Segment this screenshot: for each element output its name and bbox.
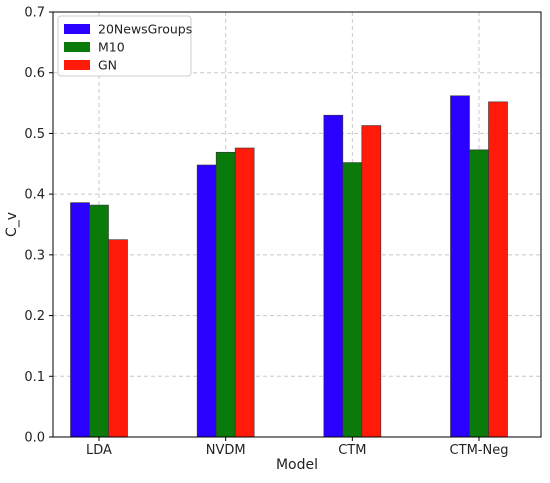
legend-items: 20NewsGroups M10 GN: [64, 22, 192, 73]
legend-swatch-gn: [64, 60, 90, 70]
y-tick-label: 0.3: [24, 248, 45, 263]
y-tick-label: 0.0: [24, 431, 45, 446]
bar-gn-nvdm: [234, 147, 255, 438]
x-tick-label: NVDM: [206, 443, 246, 458]
bar-m10-ctm: [342, 162, 363, 438]
bar-20newsgroups-ctm: [323, 114, 344, 438]
ticks-layer: 0.0 0.1 0.2 0.3 0.4 0.5 0.6 0.7 LDA NVDM CTM CTM-Ne…: [24, 6, 508, 459]
legend-box: [57, 15, 192, 77]
x-tick-label: LDA: [86, 443, 112, 458]
bar-20newsgroups-nvdm: [196, 164, 217, 438]
bar-gn-ctm: [361, 125, 382, 438]
x-tick-label: CTM-Neg: [450, 443, 509, 458]
bar-m10-lda: [89, 204, 109, 438]
y-tick-label: 0.5: [24, 127, 45, 142]
bar-20newsgroups-lda: [70, 202, 90, 438]
bar-m10-ctm-neg: [469, 149, 489, 438]
plot-frame: [52, 11, 542, 438]
bar-gn-ctm-neg: [488, 101, 508, 438]
legend-label: M10: [98, 40, 125, 55]
legend-swatch-20newsgroups: [64, 24, 90, 34]
y-axis-label: C_v: [4, 212, 20, 237]
bar-gn-lda: [108, 239, 128, 438]
y-tick-label: 0.1: [24, 370, 45, 385]
legend-swatch-m10: [64, 42, 90, 52]
bar-m10-nvdm: [215, 151, 236, 438]
y-tick-label: 0.2: [24, 309, 45, 324]
legend: 20NewsGroups M10 GN: [57, 15, 192, 77]
x-axis-label: Model: [276, 457, 318, 473]
x-tick-label: CTM: [338, 443, 366, 458]
bars-layer: [70, 95, 508, 438]
axes-layer: [52, 11, 542, 438]
legend-label: 20NewsGroups: [98, 22, 192, 37]
bar-20newsgroups-ctm-neg: [450, 95, 470, 438]
y-tick-label: 0.6: [24, 66, 45, 81]
legend-label: GN: [98, 58, 117, 73]
y-tick-label: 0.4: [24, 188, 45, 203]
y-tick-label: 0.7: [24, 6, 45, 21]
